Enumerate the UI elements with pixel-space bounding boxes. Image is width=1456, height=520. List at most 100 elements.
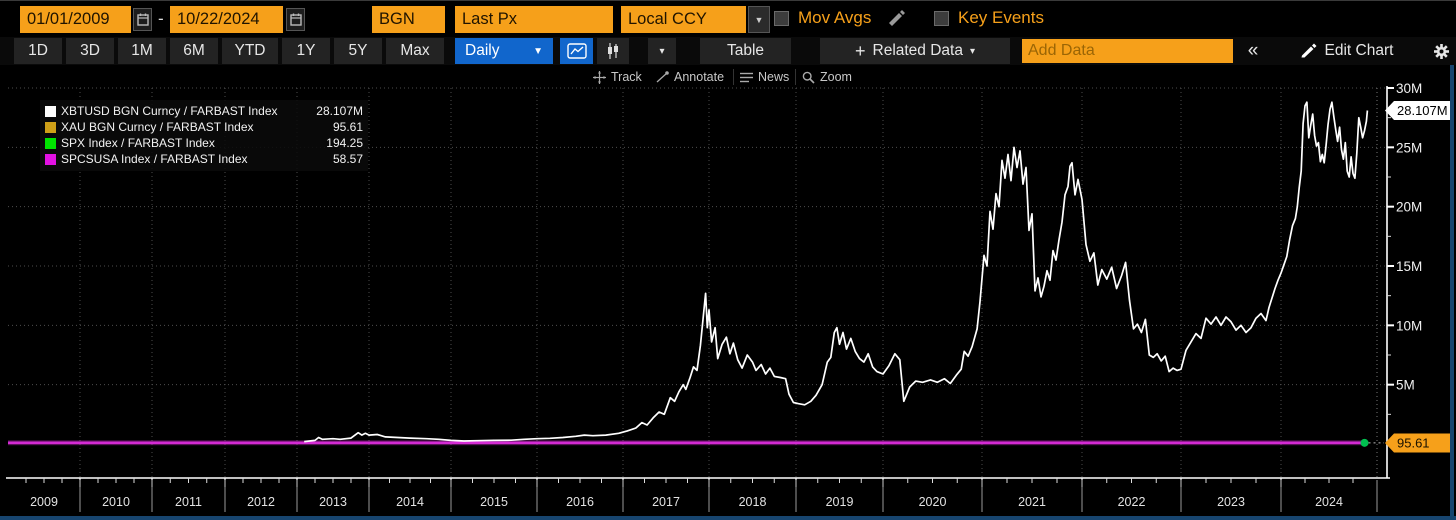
calendar-from-button[interactable]	[133, 8, 152, 31]
pencil-icon	[1301, 43, 1317, 58]
calendar-to-button[interactable]	[286, 8, 305, 31]
chart-legend: XBTUSD BGN Curncy / FARBAST Index 28.107M…	[40, 100, 368, 171]
key-events-label: Key Events	[958, 8, 1044, 27]
price-field-selector[interactable]: Last Px	[455, 6, 613, 33]
legend-row-1[interactable]: XAU BGN Curncy / FARBAST Index 95.61	[45, 119, 363, 135]
legend-swatch	[45, 105, 56, 117]
top-toolbar: 01/01/2009 - 10/22/2024 BGN	[0, 1, 1456, 37]
legend-label: XBTUSD BGN Curncy / FARBAST Index	[61, 104, 278, 118]
axis-price-tag	[1385, 433, 1452, 453]
legend-label: SPX Index / FARBAST Index	[61, 136, 215, 150]
y-axis-label: 25M	[1396, 140, 1422, 155]
x-axis-year-label: 2023	[1217, 495, 1245, 509]
y-axis-label: 20M	[1396, 200, 1422, 215]
legend-label: XAU BGN Curncy / FARBAST Index	[61, 120, 254, 134]
related-data-button[interactable]: + Related Data ▾	[820, 38, 1010, 64]
edit-chart-button[interactable]: Edit Chart	[1272, 38, 1422, 64]
date-to-field[interactable]: 10/22/2024	[170, 6, 283, 33]
legend-row-0[interactable]: XBTUSD BGN Curncy / FARBAST Index 28.107M	[45, 103, 363, 119]
axis-price-tag-text: 28.107M	[1397, 103, 1448, 118]
legend-swatch	[45, 121, 56, 133]
legend-row-3[interactable]: SPCSUSA Index / FARBAST Index 58.57	[45, 151, 363, 167]
date-from-field[interactable]: 01/01/2009	[20, 6, 131, 33]
series-line	[304, 101, 1369, 443]
x-axis-year-label: 2016	[566, 495, 594, 509]
axis-price-tag	[1385, 100, 1452, 120]
period-tab-ytd[interactable]: YTD	[222, 38, 278, 64]
x-axis-year-label: 2015	[480, 495, 508, 509]
y-axis-label: 15M	[1396, 259, 1422, 274]
axis-price-tag-text: 95.61	[1397, 436, 1430, 451]
x-axis-year-label: 2009	[30, 495, 58, 509]
price-source-field[interactable]: BGN	[372, 6, 445, 33]
y-axis-label: 10M	[1396, 318, 1422, 333]
window-right-edge	[1450, 65, 1454, 520]
news-button[interactable]: News	[740, 67, 789, 87]
plus-icon: +	[854, 40, 866, 61]
table-label: Table	[726, 42, 765, 59]
annotate-label: Annotate	[674, 70, 725, 84]
add-data-input[interactable]	[1022, 39, 1233, 63]
chevron-down-icon: ▼	[533, 45, 543, 57]
price-source-value: BGN	[379, 10, 415, 28]
period-tab-1d[interactable]: 1D	[14, 38, 62, 64]
toolbar-separator	[733, 69, 734, 85]
period-tab-max[interactable]: Max	[386, 38, 444, 64]
key-events-checkbox[interactable]	[934, 11, 949, 26]
x-axis-year-label: 2013	[319, 495, 347, 509]
x-axis-year-label: 2014	[396, 495, 424, 509]
mov-avgs-pencil-icon[interactable]	[886, 10, 906, 28]
track-crosshair-icon	[593, 70, 606, 84]
price-field-value: Last Px	[462, 10, 518, 28]
legend-value: 28.107M	[316, 104, 363, 118]
gear-icon	[1433, 43, 1449, 59]
chart-settings-button[interactable]	[1428, 38, 1454, 64]
period-tab-5y[interactable]: 5Y	[334, 38, 382, 64]
line-chart-type-button[interactable]	[560, 38, 593, 64]
date-from-value: 01/01/2009	[27, 10, 110, 28]
annotate-button[interactable]: Annotate	[656, 67, 724, 87]
date-range-separator: -	[158, 9, 164, 28]
x-axis-year-label: 2019	[826, 495, 854, 509]
chart-controls-toolbar: 1D 3D 1M 6M YTD 1Y 5Y Max Daily ▼ ▾ Table	[0, 37, 1456, 65]
x-axis-year-label: 2010	[102, 495, 130, 509]
last-value-dot	[1360, 438, 1369, 447]
table-button[interactable]: Table	[700, 38, 791, 64]
line-chart-icon	[566, 43, 587, 59]
x-axis-year-label: 2024	[1315, 495, 1343, 509]
collapse-panel-button[interactable]: «	[1238, 38, 1268, 64]
chart-type-dropdown[interactable]: ▾	[648, 38, 676, 64]
double-chevron-left-icon: «	[1247, 40, 1259, 61]
currency-dropdown-button[interactable]: ▼	[748, 6, 770, 33]
period-tab-1m[interactable]: 1M	[118, 38, 166, 64]
mov-avgs-label: Mov Avgs	[798, 8, 872, 27]
legend-label: SPCSUSA Index / FARBAST Index	[61, 152, 248, 166]
news-label: News	[758, 70, 790, 84]
edit-chart-label: Edit Chart	[1324, 42, 1394, 59]
zoom-button[interactable]: Zoom	[802, 67, 852, 87]
annotate-icon	[656, 71, 669, 83]
chevron-down-icon: ▾	[659, 45, 665, 57]
mov-avgs-checkbox[interactable]	[774, 11, 789, 26]
x-axis-year-label: 2021	[1018, 495, 1046, 509]
frequency-value: Daily	[465, 42, 500, 59]
magnifier-icon	[802, 71, 815, 84]
track-label: Track	[611, 70, 642, 84]
currency-field[interactable]: Local CCY	[621, 6, 746, 33]
track-button[interactable]: Track	[593, 67, 642, 87]
legend-value: 95.61	[332, 120, 363, 134]
candlestick-chart-type-button[interactable]	[597, 38, 629, 64]
period-tab-1y[interactable]: 1Y	[282, 38, 330, 64]
period-tab-6m[interactable]: 6M	[170, 38, 218, 64]
candlestick-icon	[608, 43, 618, 59]
frequency-dropdown[interactable]: Daily ▼	[455, 38, 553, 64]
legend-value: 58.57	[332, 152, 363, 166]
legend-swatch	[45, 137, 56, 149]
y-axis-label: 30M	[1396, 81, 1422, 96]
period-tab-3d[interactable]: 3D	[66, 38, 114, 64]
legend-row-2[interactable]: SPX Index / FARBAST Index 194.25	[45, 135, 363, 151]
calendar-icon	[136, 13, 149, 26]
currency-value: Local CCY	[628, 10, 707, 28]
toolbar-separator	[795, 69, 796, 85]
